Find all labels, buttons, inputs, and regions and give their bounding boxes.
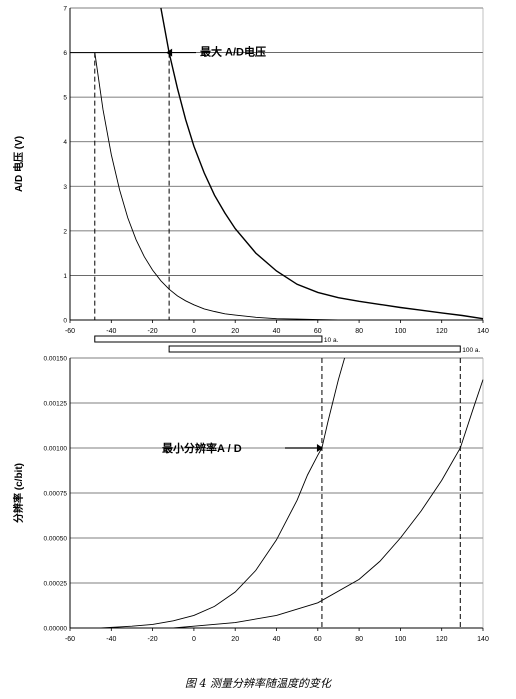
x-tick-label: -40	[106, 328, 116, 335]
annotation-arrow	[166, 48, 173, 57]
y-tick-label: 4	[63, 139, 67, 146]
x-tick-label: 20	[231, 328, 239, 335]
annotation-label: 最小分辨率A / D	[162, 441, 242, 455]
series-line-2	[160, 7, 484, 320]
y-tick-label: 1	[63, 273, 67, 280]
y-tick-label: 0.00025	[44, 581, 68, 588]
y-tick-label: 0.00125	[44, 401, 68, 408]
x-tick-label: 140	[477, 328, 489, 335]
y-tick-label: 3	[63, 184, 67, 191]
x-tick-label: 60	[314, 636, 322, 643]
y-axis-label: 分辨率 (c/bit)	[12, 463, 25, 523]
y-tick-label: 5	[63, 95, 67, 102]
y-tick-label: 0.00150	[44, 356, 68, 363]
x-tick-label: -60	[65, 636, 75, 643]
x-tick-label: 0	[192, 328, 196, 335]
figure-caption: 图 4 测量分辨率随温度的变化	[185, 677, 331, 690]
y-tick-label: 0.00000	[44, 626, 68, 633]
y-tick-label: 6	[63, 50, 67, 57]
annotation-arrow	[316, 444, 323, 452]
range-bar-2	[168, 345, 461, 353]
x-tick-label: -60	[65, 328, 75, 335]
x-tick-label: 140	[477, 636, 489, 643]
x-tick-label: 80	[355, 636, 363, 643]
range-bars: 10 a. 100 a.	[94, 335, 481, 354]
x-tick-label: 100	[395, 636, 407, 643]
x-tick-label: 20	[231, 636, 239, 643]
y-tick-label: 0.00050	[44, 536, 68, 543]
range-bar-1	[94, 335, 323, 343]
y-tick-label: 0	[63, 318, 67, 325]
y-tick-label: 7	[63, 6, 67, 13]
series-line-1	[94, 52, 483, 321]
y-tick-label: 0.00100	[44, 446, 68, 453]
y-axis-label: A/D 电压 (V)	[12, 136, 25, 192]
x-tick-label: -20	[148, 328, 158, 335]
range-bar-label: 100 a.	[462, 347, 480, 354]
x-tick-label: 100	[395, 328, 407, 335]
ad-voltage-chart: 0 1 2 3 4 5 6 7 -60 -40 -20 0 20 40 60 80 100 120 140 A/D 电…	[12, 6, 489, 336]
series-line-1	[100, 357, 346, 629]
resolution-chart: 0.00000 0.00025 0.00050 0.00075 0.00100 0.001…	[12, 356, 489, 644]
y-tick-label: 2	[63, 228, 67, 235]
x-tick-label: -20	[148, 636, 158, 643]
y-tick-label: 0.00075	[44, 491, 68, 498]
series-line-2	[173, 379, 484, 629]
x-tick-label: 60	[314, 328, 322, 335]
x-tick-label: 40	[273, 328, 281, 335]
x-tick-label: 0	[192, 636, 196, 643]
x-tick-label: 120	[436, 328, 448, 335]
x-tick-label: -40	[106, 636, 116, 643]
range-bar-label: 10 a.	[324, 337, 339, 344]
x-tick-label: 120	[436, 636, 448, 643]
x-tick-label: 40	[273, 636, 281, 643]
annotation-label: 最大 A/D电压	[200, 45, 266, 59]
x-tick-label: 80	[355, 328, 363, 335]
